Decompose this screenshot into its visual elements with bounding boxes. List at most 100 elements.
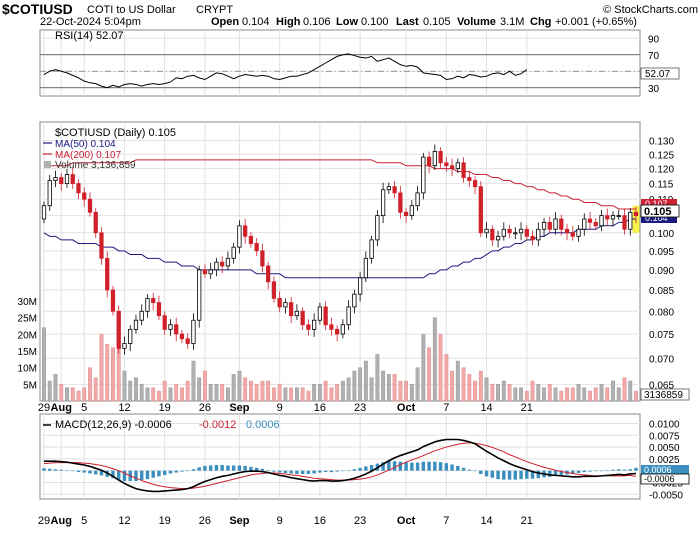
volume-bar [151,387,156,402]
volume-bar [203,370,207,402]
volume-bar [536,384,541,402]
volume-bar [593,387,598,402]
macd-hist-bar [249,466,253,471]
candle-up [610,215,616,220]
volume-bar [128,380,133,402]
rsi-tick-label: 30 [648,84,660,95]
macd-line [44,438,637,493]
x-tick-label: Sep [229,515,249,527]
candle-up [369,239,374,259]
x-tick-label: 23 [354,402,366,414]
candle-down [266,265,271,283]
macd-hist-bar [605,470,609,471]
volume-tick-label: 5M [23,380,37,391]
macd-hist-bar [191,469,196,471]
x-tick-label: 21 [521,515,533,527]
volume-bar [134,377,138,402]
volume-bar [174,384,179,402]
x-tick-label: 26 [199,402,211,414]
rsi-tick-label: 90 [648,34,660,45]
macd-legend: MACD(12,26,9) -0.0006 -0.0012 0.0006 [43,419,280,431]
volume-bar [473,380,477,402]
volume-bar [53,374,58,402]
ma200-line [44,159,636,210]
candle-down [403,211,409,217]
candle-down [559,218,564,230]
volume-bar [346,377,351,402]
volume-bar [65,387,69,402]
macd-hist-bar [450,464,454,471]
candle-down [490,228,495,241]
volume-bar [197,377,202,402]
security-name: COTI to US Dollar [87,4,176,16]
x-tick-label: 19 [159,515,171,527]
candle-up [553,218,558,230]
volume-bar [524,390,529,402]
volume-bar [634,390,638,402]
x-tick-label: Aug [51,515,72,527]
candle-up [484,228,489,234]
candle-down [70,174,75,184]
volume-bar [105,344,110,402]
macd-hist-bar [553,470,558,476]
x-tick-label: Oct [397,515,416,527]
volume-bar [461,367,466,402]
volume-bar [611,380,615,402]
volume-bar [605,387,610,402]
volume-bar [501,380,506,402]
macd-hist-bar [277,470,282,473]
macd-hist-bar [467,469,472,471]
macd-hist-bar [346,470,351,471]
low-label: Low [336,16,358,28]
macd-hist-bar [48,468,52,471]
candle-down [323,306,328,326]
macd-hist-bar [410,462,414,471]
macd-hist-bar [266,470,270,471]
candle-up [197,269,202,321]
candle-up [41,205,47,220]
candle-up [599,215,604,227]
macd-hist-bar [134,470,138,482]
macd-hist-bar [427,461,431,471]
ma200-legend-text: MA(200) 0.107 [55,150,122,161]
volume-bar [122,370,127,402]
volume-tick-label: 30M [18,297,37,308]
macd-hist-bar [65,470,69,471]
macd-hist-bar [335,470,339,472]
candle-up [145,297,150,312]
volume-bar [93,377,98,402]
x-tick-label: 21 [521,402,533,414]
volume-bar [484,377,489,402]
candle-up [294,310,300,317]
candle-up [128,328,133,344]
macd-hist-bar [617,469,621,471]
volume-bar [542,387,546,402]
macd-hist-bar [300,470,305,474]
candle-down [260,250,265,267]
candle-down [185,338,190,344]
candle-up [64,174,70,184]
volume-bar [519,387,523,402]
candle-up [432,151,437,167]
volume-bar [369,377,374,402]
macd-hist-bar [42,468,46,471]
candle-down [633,211,639,217]
candle-up [312,319,317,330]
candle-down [398,192,403,213]
candle-down [530,235,535,241]
macd-hist-bar [312,470,316,474]
volume-label: Volume [457,16,496,28]
macd-hist-bar [208,465,213,471]
macd-tick-label: 0.0050 [649,443,680,454]
candle-up [47,180,52,207]
volume-bar [214,384,219,402]
macd-hist-bar [381,462,385,471]
macd-hist-bar [398,461,403,471]
x-tick-label: 5 [81,402,87,414]
volume-bar [47,380,52,402]
macd-hist-bar [519,470,523,480]
volume-bar [82,387,87,402]
hist-legend-text: 0.0006 [246,419,280,431]
volume-bar [42,327,46,402]
candle-up [191,319,196,344]
